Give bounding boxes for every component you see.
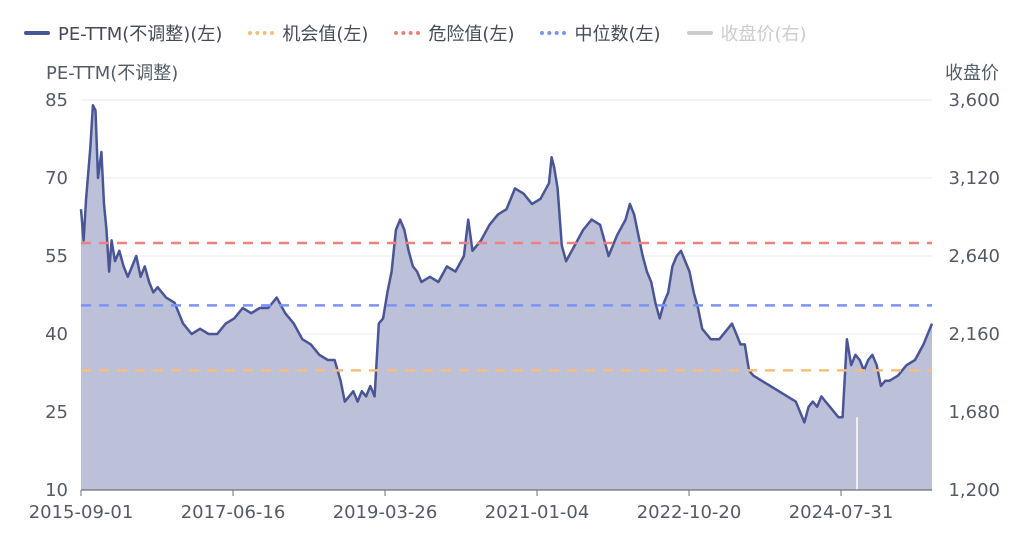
x-tick-label: 2019-03-26 [333, 502, 438, 523]
legend: PE-TTM(不调整)(左) 机会值(左) 危险值(左) 中位数(左) 收盘价(右) [24, 18, 807, 48]
x-tick-label: 2021-01-04 [485, 502, 590, 523]
left-tick-label: 85 [45, 90, 68, 111]
legend-label-1: 机会值(左) [282, 24, 369, 45]
right-tick-label: 1,680 [948, 402, 1000, 423]
x-tick-label: 2015-09-01 [29, 502, 134, 523]
right-axis-title: 收盘价 [945, 63, 999, 84]
legend-item-4[interactable]: 收盘价(右) [686, 20, 807, 46]
left-tick-label: 40 [45, 324, 68, 345]
x-tick-label: 2022-10-20 [637, 502, 742, 523]
pe-ttm-area [81, 105, 932, 490]
legend-label-2: 危险值(左) [428, 24, 515, 45]
legend-label-0: PE-TTM(不调整)(左) [58, 24, 223, 45]
legend-swatch-4 [686, 31, 713, 35]
x-tick-label: 2024-07-31 [789, 502, 894, 523]
legend-swatch-0 [24, 31, 50, 35]
right-tick-label: 1,200 [948, 480, 1000, 501]
left-tick-label: 70 [45, 168, 68, 189]
right-tick-label: 3,120 [948, 168, 1000, 189]
legend-item-3[interactable]: 中位数(左) [540, 20, 661, 46]
right-tick-label: 2,640 [948, 246, 1000, 267]
x-tick-label: 2017-06-16 [181, 502, 286, 523]
legend-swatch-2 [394, 31, 421, 35]
left-axis-title: PE-TTM(不调整) [46, 63, 179, 84]
legend-label-4: 收盘价(右) [720, 24, 807, 45]
right-tick-label: 2,160 [948, 324, 1000, 345]
left-tick-label: 25 [45, 402, 68, 423]
right-tick-label: 3,600 [948, 90, 1000, 111]
pe-ttm-line [79, 103, 934, 424]
legend-item-0[interactable]: PE-TTM(不调整)(左) [24, 20, 222, 46]
legend-swatch-3 [540, 31, 567, 35]
legend-label-3: 中位数(左) [574, 24, 661, 45]
left-tick-label: 10 [45, 480, 68, 501]
legend-item-2[interactable]: 危险值(左) [394, 20, 514, 46]
legend-item-1[interactable]: 机会值(左) [248, 20, 368, 46]
left-tick-label: 55 [45, 246, 68, 267]
legend-swatch-1 [248, 31, 275, 35]
